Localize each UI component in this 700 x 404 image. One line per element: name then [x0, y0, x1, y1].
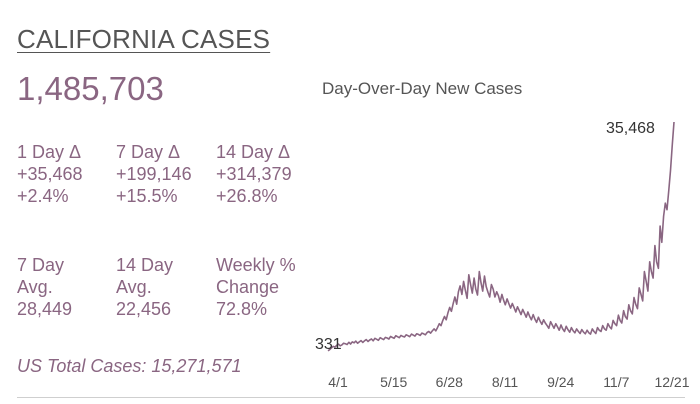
avg-label-2: Change: [216, 277, 280, 297]
x-tick-label: 11/7: [603, 374, 629, 390]
avg-label-2: Avg.: [116, 277, 152, 297]
start-value-label: 331: [315, 336, 342, 353]
bottom-divider: [17, 397, 685, 398]
stat-label: 14 Day Δ: [216, 142, 291, 162]
total-cases: 1,485,703: [17, 70, 164, 107]
stat-pct: +26.8%: [216, 186, 278, 206]
stat-pct: +2.4%: [17, 186, 69, 206]
x-tick-label: 12/21: [654, 374, 689, 390]
stat-label: 7 Day Δ: [116, 142, 181, 162]
chart-title: Day-Over-Day New Cases: [322, 79, 522, 98]
x-tick-label: 5/15: [380, 374, 407, 390]
avg-value: 28,449: [17, 299, 73, 319]
avg-label-1: 14 Day: [116, 255, 174, 275]
avg-label-2: Avg.: [17, 277, 53, 297]
x-tick-label: 4/1: [328, 374, 348, 390]
stat-1-day: 1 Day Δ +35,468 +2.4%: [17, 141, 117, 207]
peak-value-label: 35,468: [606, 120, 655, 137]
avg-14-day: 14 Day Avg. 22,456: [116, 254, 216, 320]
stat-value: +314,379: [216, 164, 292, 184]
us-total-cases: US Total Cases: 15,271,571: [17, 356, 242, 376]
stat-7-day: 7 Day Δ +199,146 +15.5%: [116, 141, 216, 207]
avg-label-1: Weekly %: [216, 255, 296, 275]
page-title: CALIFORNIA CASES: [17, 24, 271, 54]
x-tick-label: 9/24: [547, 374, 574, 390]
avg-7-day: 7 Day Avg. 28,449: [17, 254, 117, 320]
stat-label: 1 Day Δ: [17, 142, 82, 162]
stat-value: +199,146: [116, 164, 192, 184]
stat-value: +35,468: [17, 164, 83, 184]
stat-pct: +15.5%: [116, 186, 178, 206]
avg-value: 22,456: [116, 299, 172, 319]
stat-14-day: 14 Day Δ +314,379 +26.8%: [216, 141, 316, 207]
avg-label-1: 7 Day: [17, 255, 65, 275]
x-tick-label: 8/11: [492, 374, 518, 390]
x-tick-label: 6/28: [436, 374, 463, 390]
avg-value: 72.8%: [216, 299, 268, 319]
weekly-change: Weekly % Change 72.8%: [216, 254, 326, 320]
new-cases-line: [327, 121, 675, 352]
